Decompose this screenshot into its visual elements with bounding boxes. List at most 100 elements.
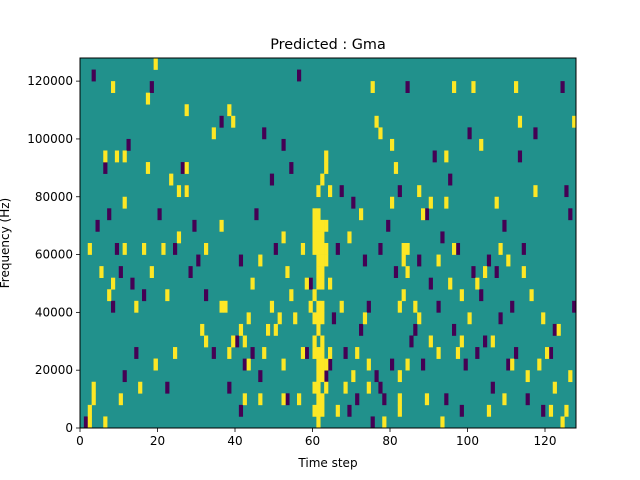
heatmap-cell-high [122,243,127,255]
heatmap-cell-high [320,335,325,348]
heatmap-cell-high [498,243,503,255]
heatmap-cell-high [320,358,325,371]
heatmap-cell-high [184,104,189,117]
heatmap-cell-high [401,254,406,267]
heatmap-cell-high [142,243,147,255]
heatmap-cell-high [335,404,340,417]
heatmap-cell-low [359,323,364,336]
heatmap-cell-high [459,289,464,302]
heatmap-cell-low [165,381,170,394]
heatmap-cell-high [510,358,515,371]
heatmap-cell-low [328,358,333,371]
heatmap-cell-low [517,150,523,163]
heatmap-cell-high [316,347,321,359]
heatmap-cell-high [452,81,457,93]
heatmap-cell-high [417,312,422,325]
y-axis: 0 20000 40000 60000 80000 100000 120000 [27,74,80,435]
heatmap-cell-high [91,393,96,406]
heatmap-cell-low [471,266,476,278]
x-tick-label: 0 [76,434,84,448]
heatmap-cell-high [401,289,406,302]
heatmap-cell-high [308,300,313,313]
heatmap-cell-low [502,219,507,232]
heatmap-cell-low [355,393,360,406]
heatmap-cell-high [483,266,488,278]
heatmap-cell-high [250,277,255,290]
y-tick-label: 60000 [35,248,73,262]
y-tick-label: 20000 [35,363,73,377]
heatmap-cell-high [479,138,484,151]
heatmap-cell-low [421,358,426,371]
heatmap-cell-low [347,404,352,417]
heatmap-cell-high [436,254,441,267]
heatmap-cell-high [316,300,321,313]
heatmap-cell-low [436,300,441,313]
heatmap-cell-high [320,173,325,186]
heatmap-cell-high [91,381,96,394]
heatmap-cell-high [328,185,333,198]
heatmap-cell-high [281,358,286,371]
heatmap-cell-high [324,150,329,163]
x-tick-label: 120 [534,434,557,448]
heatmap-cell-high [405,266,410,278]
heatmap-cell-high [316,219,321,232]
heatmap-cell-high [533,185,538,198]
heatmap-cell-low [308,277,313,290]
heatmap-cell-high [227,104,232,117]
heatmap-cell-low [289,162,294,174]
heatmap-cell-high [258,393,263,406]
heatmap-cell-low [285,393,290,406]
heatmap-cell-high [87,243,92,255]
heatmap-cell-high [320,243,325,255]
heatmap-cell-high [277,312,282,325]
plot-frame [79,57,577,429]
heatmap-cell-high [231,115,236,128]
heatmap-cell-low [238,404,244,417]
heatmap-cell-low [258,370,263,383]
heatmap-cell-high [351,370,356,383]
x-tick-label: 40 [227,434,242,448]
heatmap-cell-high [556,323,561,336]
heatmap-cell-high [548,404,554,417]
heatmap-cell-high [223,300,228,313]
heatmap-cell-high [397,404,402,417]
heatmap-cell-low [192,219,197,232]
heatmap-cell-low [339,185,344,198]
heatmap-cell-low [393,266,399,278]
heatmap-cell-low [382,393,387,406]
heatmap-cell-high [320,219,325,232]
heatmap-cell-low [111,300,116,313]
heatmap-cell-high [242,335,247,348]
heatmap-cell-high [122,196,127,209]
heatmap-cell-high [541,312,546,325]
heatmap-cell-low [370,416,375,429]
heatmap-cell-high [328,347,333,359]
heatmap-cell-low [572,300,577,313]
heatmap-cell-low [118,266,123,278]
heatmap-cell-high [397,393,402,406]
heatmap-cell-low [269,173,275,186]
heatmap-cell-high [343,381,348,394]
heatmap-cell-low [444,393,449,406]
heatmap-cell-high [393,162,399,174]
heatmap-cell-low [91,69,96,82]
heatmap-cell-low [130,277,135,290]
heatmap-cell-high [281,231,286,244]
heatmap-cell-low [343,347,348,359]
heatmap-cell-high [184,185,189,198]
heatmap-cell-high [320,312,325,325]
heatmap-cell-high [87,404,92,417]
heatmap-cell-high [514,81,519,93]
heatmap-cell-high [161,243,166,255]
heatmap-cell-low [281,138,286,151]
heatmap-cell-high [176,231,182,244]
heatmap-cell-high [211,127,216,140]
heatmap-cell-high [517,115,523,128]
heatmap-cell-high [316,243,321,255]
heatmap-cell-high [502,393,507,406]
heatmap-cell-high [455,347,461,359]
heatmap-cell-high [320,393,325,406]
heatmap-cell-low [432,150,437,163]
heatmap-cell-high [200,323,205,336]
heatmap-cell-low [390,358,395,371]
